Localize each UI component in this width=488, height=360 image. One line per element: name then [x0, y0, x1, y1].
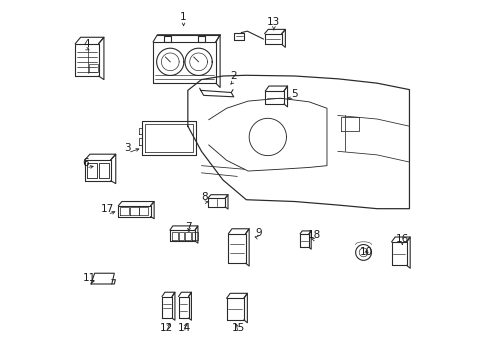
Text: 9: 9	[255, 228, 262, 238]
Text: 18: 18	[307, 230, 321, 239]
Text: 12: 12	[160, 323, 173, 333]
Text: 11: 11	[83, 273, 96, 283]
Text: 6: 6	[82, 158, 89, 168]
Text: 2: 2	[230, 71, 237, 81]
Text: 8: 8	[201, 192, 207, 202]
Text: 15: 15	[231, 323, 244, 333]
Text: 13: 13	[267, 17, 280, 27]
Text: 4: 4	[83, 39, 90, 49]
Text: 14: 14	[177, 323, 190, 333]
Text: 10: 10	[359, 247, 372, 257]
Text: 7: 7	[185, 222, 192, 231]
Text: 5: 5	[291, 89, 297, 99]
Text: 3: 3	[124, 143, 131, 153]
Text: 16: 16	[395, 234, 408, 244]
Text: 17: 17	[101, 204, 114, 215]
Text: 1: 1	[180, 12, 186, 22]
